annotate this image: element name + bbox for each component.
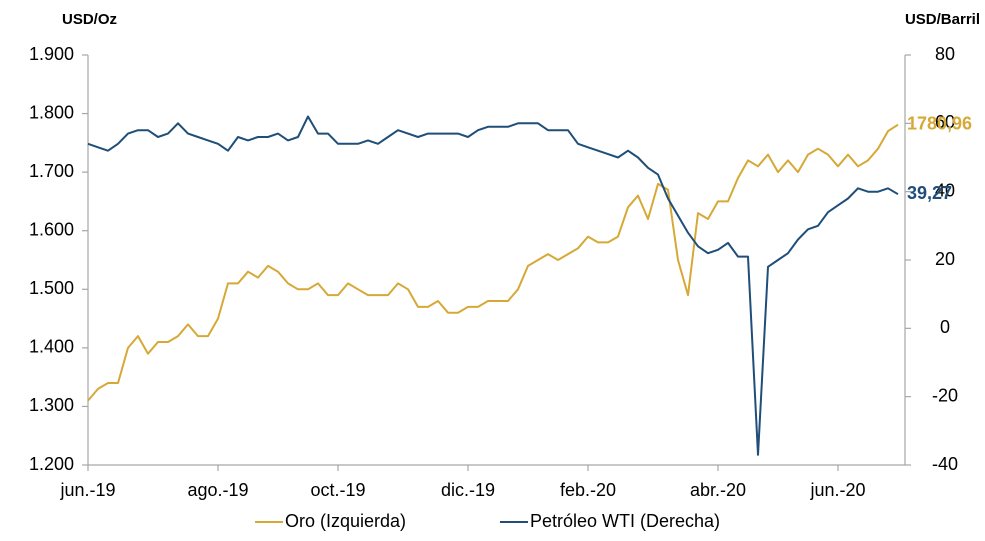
y2-tick-label: 40 bbox=[935, 180, 955, 200]
x-tick-label: abr.-20 bbox=[690, 480, 746, 500]
y-tick-label: 1.400 bbox=[29, 337, 74, 357]
y-tick-label: 1.500 bbox=[29, 278, 74, 298]
y2-tick-label: 80 bbox=[935, 44, 955, 64]
legend-label: Oro (Izquierda) bbox=[285, 511, 406, 531]
end-label: 1780,96 bbox=[907, 113, 972, 133]
x-tick-label: ago.-19 bbox=[187, 480, 248, 500]
y-tick-label: 1.200 bbox=[29, 454, 74, 474]
legend-label: Petróleo WTI (Derecha) bbox=[530, 511, 720, 531]
x-tick-label: jun.-19 bbox=[59, 480, 115, 500]
y-tick-label: 1.900 bbox=[29, 44, 74, 64]
series-line bbox=[87, 123, 899, 402]
y-tick-label: 1.300 bbox=[29, 395, 74, 415]
series-line bbox=[87, 115, 899, 456]
y2-tick-label: 0 bbox=[940, 317, 950, 337]
y-tick-label: 1.700 bbox=[29, 161, 74, 181]
y2-tick-label: -20 bbox=[932, 385, 958, 405]
x-tick-label: feb.-20 bbox=[560, 480, 616, 500]
y2-tick-label: 20 bbox=[935, 249, 955, 269]
y-tick-label: 1.800 bbox=[29, 102, 74, 122]
y-tick-label: 1.600 bbox=[29, 219, 74, 239]
y2-axis-unit: USD/Barril bbox=[905, 11, 980, 28]
end-label: 39,27 bbox=[907, 183, 952, 203]
x-tick-label: oct.-19 bbox=[310, 480, 365, 500]
y2-tick-label: -40 bbox=[932, 454, 958, 474]
x-tick-label: dic.-19 bbox=[441, 480, 495, 500]
y2-tick-label: 60 bbox=[935, 112, 955, 132]
x-tick-label: jun.-20 bbox=[809, 480, 865, 500]
y-axis-unit: USD/Oz bbox=[62, 11, 117, 28]
